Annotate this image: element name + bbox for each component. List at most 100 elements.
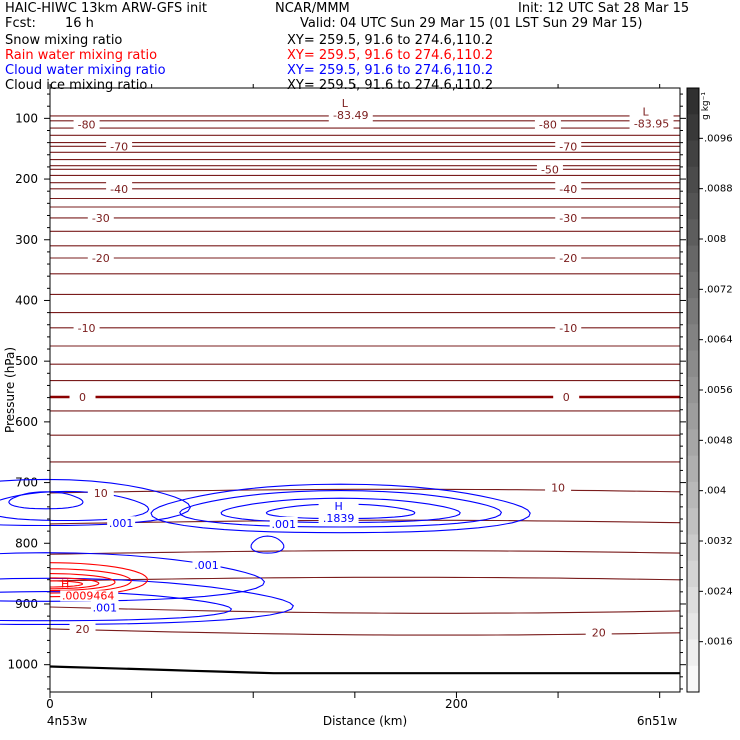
field-name-cloud-water: Cloud water mixing ratio [5, 63, 166, 78]
isotherm-label-bg [73, 117, 100, 130]
y-tick-label: 600 [15, 415, 38, 429]
isotherm-label-bg [585, 625, 612, 638]
isotherm-label: -30 [559, 212, 577, 225]
y-tick-label: 900 [15, 597, 38, 611]
colorbar-segment [687, 324, 699, 352]
colorbar-label: .0064 [704, 335, 733, 346]
colorbar-label: .0072 [704, 284, 733, 295]
colorbar-label: .0032 [704, 536, 733, 547]
cloud-water-contour [220, 497, 461, 524]
isotherm-label-bg [555, 181, 582, 194]
isotherm-label-bg [106, 139, 133, 152]
isotherm-line [49, 576, 681, 582]
field-name-snow: Snow mixing ratio [5, 33, 123, 48]
valid-time: Valid: 04 UTC Sun 29 Mar 15 (01 LST Sun … [300, 16, 643, 31]
colorbar-label: .0024 [704, 586, 733, 597]
colorbar-segment [687, 298, 699, 325]
y-tick-label: 400 [15, 293, 38, 307]
isotherm-label: 10 [551, 481, 565, 494]
isotherm-label: 0 [79, 391, 86, 404]
isotherm-label-bg [106, 181, 133, 194]
colorbar-label: .0088 [704, 184, 733, 195]
isotherm-label: -50 [541, 163, 559, 176]
isotherm-line [49, 519, 681, 525]
colorbar-segment [687, 114, 699, 142]
x-tick-label: 200 [445, 697, 468, 711]
cloud-water-contour [250, 535, 285, 554]
isotherm-label: 0 [563, 391, 570, 404]
isotherm-label: -30 [92, 212, 110, 225]
rain-water-contour [49, 573, 116, 592]
isotherm-label-bg [553, 389, 580, 402]
isotherm-label-bg [545, 480, 572, 493]
cloud-label-bg [269, 516, 298, 529]
surface-line [49, 665, 680, 675]
cloud-water-label: .001 [93, 602, 118, 615]
fcst-label: Fcst: [5, 16, 36, 31]
colorbar-segment [687, 639, 699, 667]
colorbar-segment [687, 219, 699, 247]
colorbar-label: .008 [704, 234, 726, 245]
rain-max-bg [60, 590, 119, 602]
colorbar-segment [687, 140, 699, 168]
isotherm-label: -70 [110, 140, 128, 153]
rain-water-max-marker: H [61, 577, 69, 590]
colorbar-unit: g kg⁻¹ [701, 92, 711, 120]
fcst-value: 16 h [65, 16, 94, 31]
isotherm-label-bg [555, 139, 582, 152]
colorbar-segment [687, 481, 699, 509]
colorbar-segment [687, 193, 699, 220]
org-label: NCAR/MMM [275, 1, 350, 16]
isotherm-label-bg [555, 210, 582, 223]
colorbar-segment [687, 560, 699, 588]
cloud-water-contours [0, 478, 531, 625]
colorbar-segment [687, 586, 699, 614]
isotherm-label: 20 [592, 627, 606, 640]
y-tick-label: 100 [15, 111, 38, 125]
field-name-rain: Rain water mixing ratio [5, 48, 158, 63]
isotherm-line [49, 550, 681, 555]
isotherm-label-bg [555, 320, 582, 333]
cloud-max-bg [318, 499, 359, 524]
init-time: Init: 12 UTC Sat 28 Mar 15 [518, 1, 690, 16]
colorbar-segment [687, 88, 699, 115]
isotherm-label: 20 [76, 623, 90, 636]
colorbar-segment [687, 350, 699, 378]
x-end-label: 6n51w [637, 714, 678, 728]
field-xy-cloud-ice: XY= 259.5, 91.6 to 274.6,110.2 [287, 78, 494, 93]
cloud-water-contour [0, 552, 266, 602]
isotherm-label-bg [73, 320, 100, 333]
colorbar-segment [687, 665, 699, 693]
isotherm-label: -40 [559, 183, 577, 196]
isotherm-label: -80 [78, 118, 96, 131]
isotherm-label-bg [87, 210, 114, 223]
cloud-water-contour [8, 491, 84, 510]
low-label-bg [328, 95, 373, 122]
colorbar-segment [687, 534, 699, 562]
field-xy-cloud-water: XY= 259.5, 91.6 to 274.6,110.2 [287, 63, 494, 78]
colorbar-segment [687, 429, 699, 457]
cloud-label-bg [192, 558, 221, 571]
colorbar: .0096 .0088 .008 .0072 .0064 .0056 .0048 .004 .0… [686, 87, 733, 693]
colorbar-label: .004 [704, 486, 726, 497]
colorbar-segment [687, 376, 699, 404]
x-start-label: 4n53w [47, 714, 88, 728]
contour-labels: -80 -80-70 -70-50-40 -40-30 -30-20 -20-10 -100… [60, 95, 674, 640]
colorbar-segment [687, 166, 699, 194]
cloud-label-bg [107, 516, 136, 529]
low-marker: L [342, 97, 349, 110]
field-xy-rain: XY= 259.5, 91.6 to 274.6,110.2 [287, 48, 494, 63]
colorbar-label: .0096 [704, 133, 733, 144]
rain-water-contour [50, 580, 84, 588]
x-axis-label: Distance (km) [323, 714, 407, 728]
cloud-water-contour [0, 577, 295, 625]
cloud-water-label: .001 [109, 517, 134, 530]
isotherm-line [49, 606, 681, 614]
colorbar-label: .0048 [704, 435, 733, 446]
low-label-bg [629, 104, 674, 131]
isotherm-label: -20 [92, 252, 110, 265]
colorbar-label: .0056 [704, 385, 733, 396]
isotherm-label: -10 [78, 322, 96, 335]
field-xy-snow: XY= 259.5, 91.6 to 274.6,110.2 [287, 33, 494, 48]
